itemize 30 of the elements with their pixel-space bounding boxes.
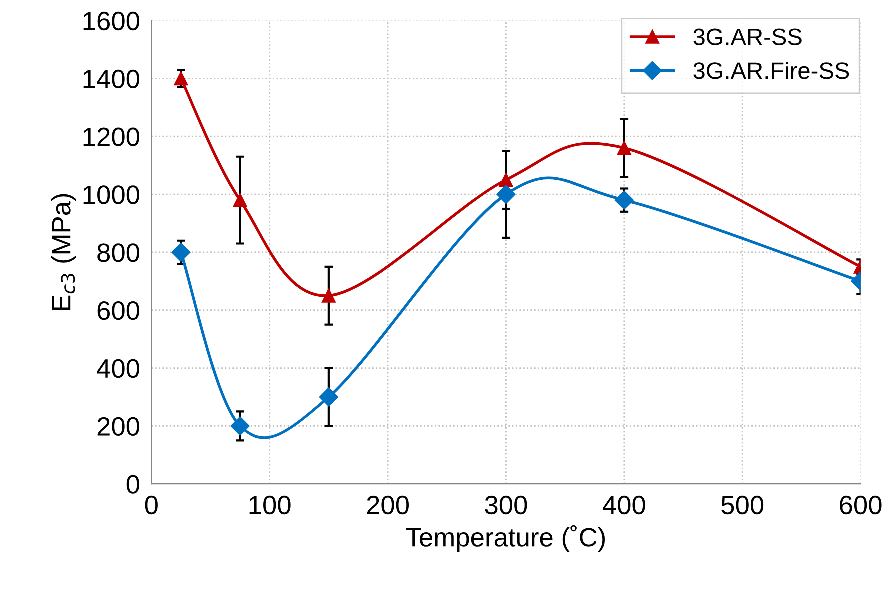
point bbox=[174, 72, 188, 86]
point bbox=[496, 185, 516, 204]
y-tick-label: 0 bbox=[126, 475, 140, 494]
x-tick-label: 0 bbox=[145, 496, 158, 515]
x-tick-label: 100 bbox=[250, 496, 291, 515]
y-tick-label: 400 bbox=[97, 359, 140, 378]
x-tick-label: 500 bbox=[722, 496, 764, 515]
x-tick-label: 200 bbox=[367, 496, 410, 515]
point bbox=[233, 193, 248, 208]
legend-label: 3G.AR.Fire-SS bbox=[694, 62, 850, 80]
x-axis-title: Temperature (˚C) bbox=[406, 525, 606, 552]
x-tick-label: 300 bbox=[485, 496, 528, 515]
y-tick-label: 1600 bbox=[84, 12, 140, 31]
point bbox=[172, 242, 191, 262]
point bbox=[230, 416, 250, 436]
y-tick-label: 1200 bbox=[84, 128, 140, 146]
y-tick-label: 1400 bbox=[84, 70, 140, 89]
point bbox=[614, 190, 634, 210]
x-tick-label: 400 bbox=[602, 496, 646, 515]
point bbox=[617, 141, 632, 156]
legend-label: 3G.AR-SS bbox=[694, 28, 802, 46]
y-axis-title: E$_{c3}$ (MPa) bbox=[51, 194, 76, 310]
y-tick-label: 1000 bbox=[84, 186, 140, 204]
point bbox=[319, 388, 338, 407]
y-tick-label: 600 bbox=[98, 302, 140, 320]
y-tick-label: 200 bbox=[98, 417, 140, 436]
x-tick-label: 600 bbox=[840, 496, 882, 515]
y-tick-label: 800 bbox=[98, 244, 140, 262]
point bbox=[499, 173, 514, 187]
point bbox=[322, 288, 336, 303]
